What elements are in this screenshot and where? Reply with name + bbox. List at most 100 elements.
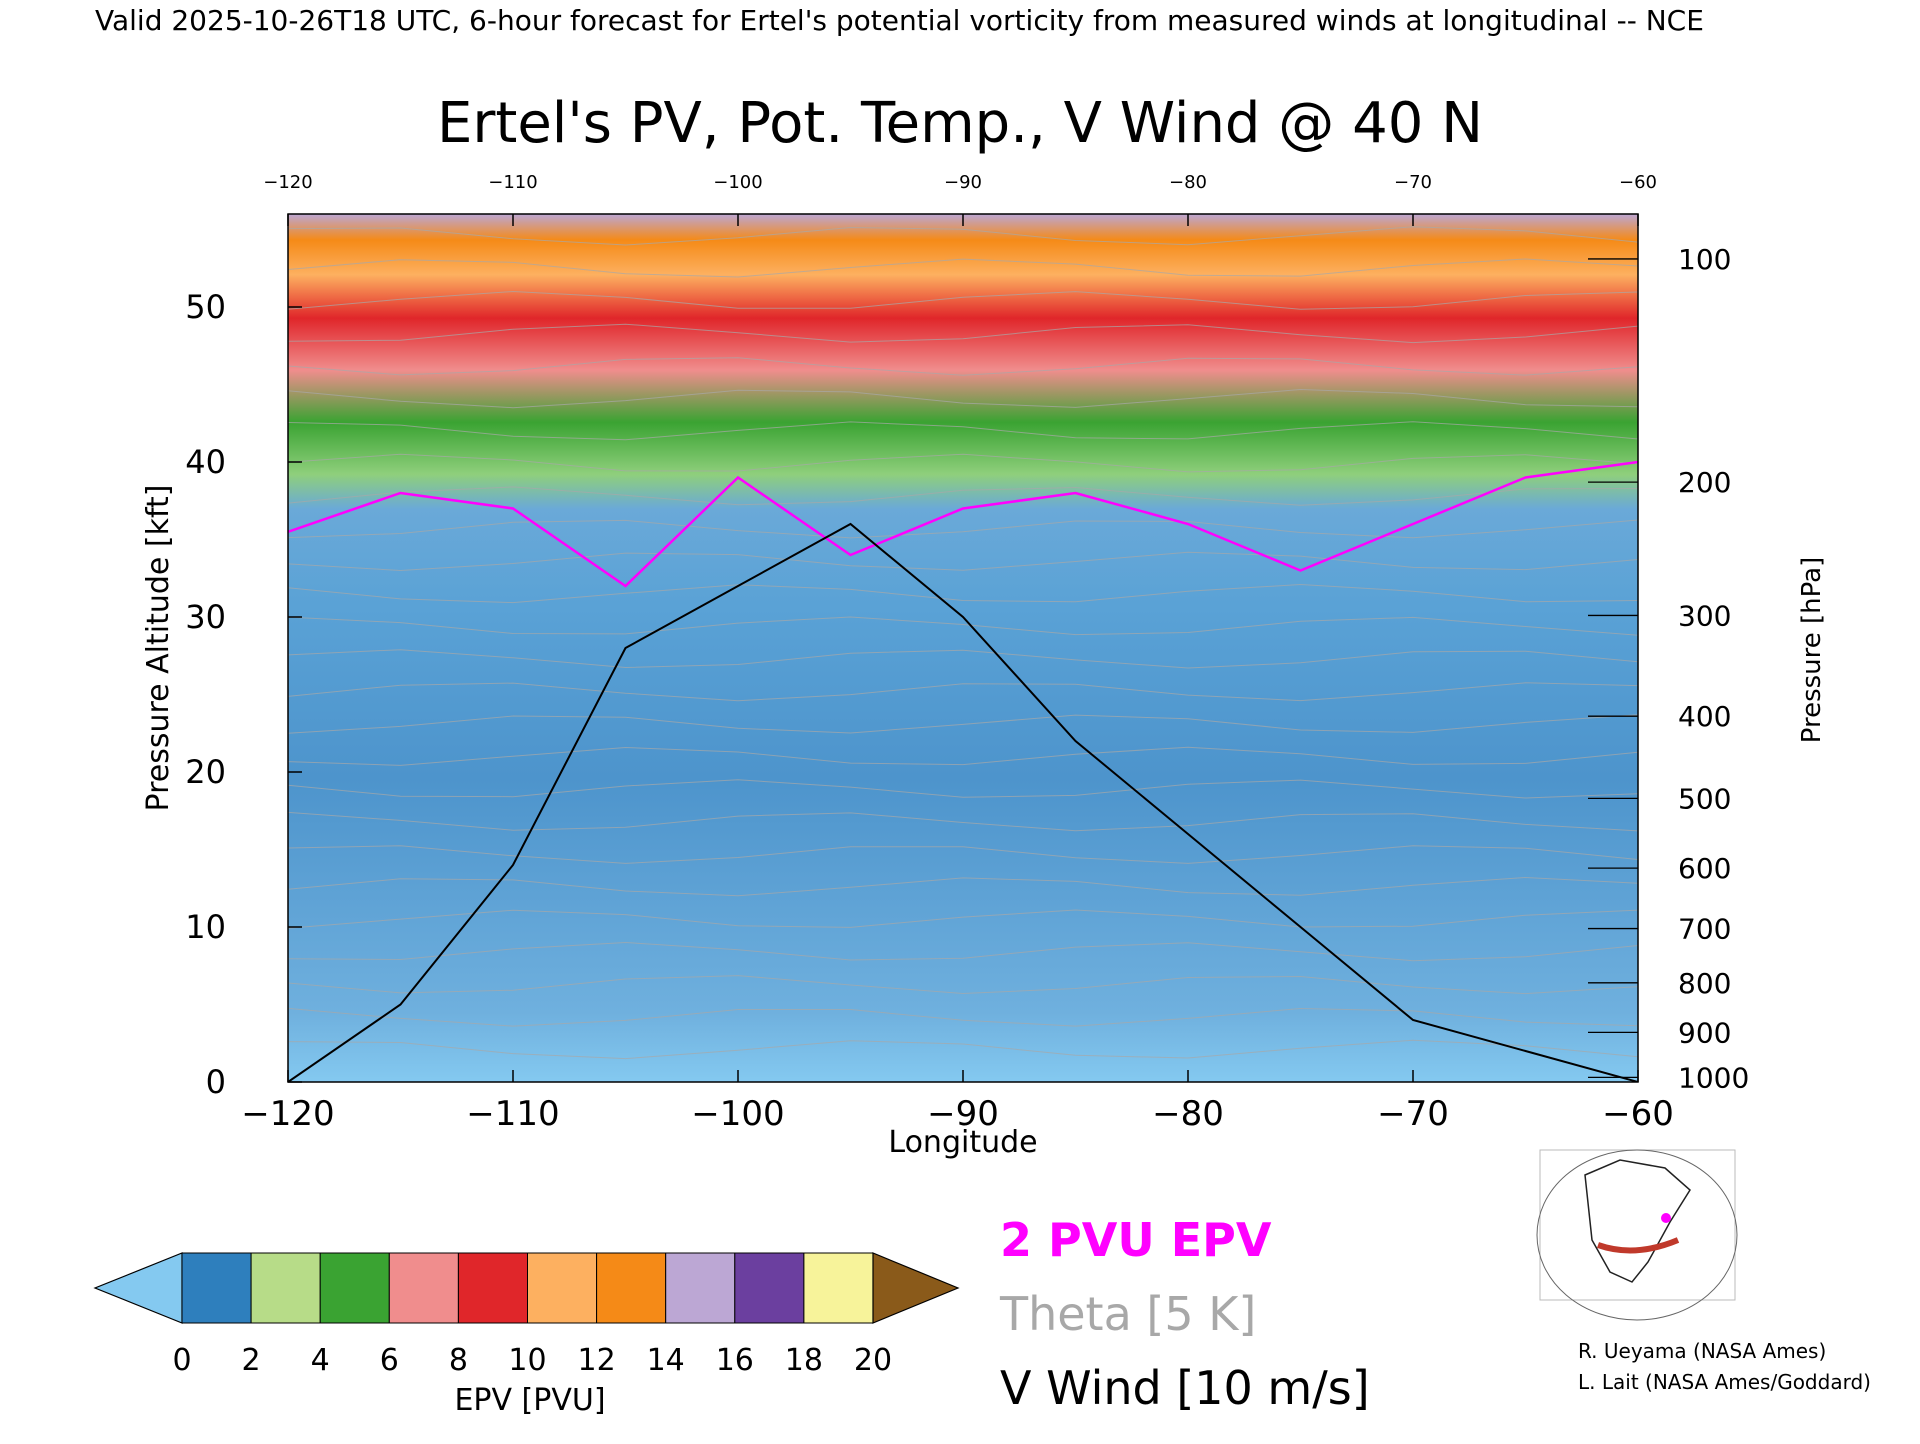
pressure-tick-label: 500 <box>1678 782 1731 815</box>
plot-area <box>288 214 1638 1082</box>
colorbar-segment <box>803 1252 874 1324</box>
y-tick-label: 40 <box>185 443 226 481</box>
colorbar-segment <box>734 1252 805 1324</box>
y-tick-label: 20 <box>185 753 226 791</box>
colorbar-tick-label: 4 <box>311 1343 330 1378</box>
x-tick-label-top: −80 <box>1169 172 1207 193</box>
theta-contour-line <box>288 746 1638 766</box>
pressure-tick-label: 800 <box>1678 967 1731 1000</box>
pressure-tick-label: 900 <box>1678 1016 1731 1049</box>
colorbar-tick-label: 6 <box>380 1343 399 1378</box>
theta-contour-line <box>288 682 1638 702</box>
y-tick-label: 50 <box>185 288 226 326</box>
y-axis-right: 100 200 300 400 500 600 700 800 900 1000 <box>1588 243 1749 1094</box>
pressure-tick-label: 1000 <box>1678 1061 1749 1094</box>
x-tick-label-top: −60 <box>1619 172 1657 193</box>
theta-contour-line <box>288 226 1638 246</box>
y-tick-label: 30 <box>185 598 226 636</box>
theta-contour-line <box>288 388 1638 409</box>
theta-contour-line <box>288 357 1638 376</box>
colorbar-tick-label: 10 <box>508 1343 546 1378</box>
colorbar-segment <box>457 1252 528 1324</box>
x-axis-label: Longitude <box>888 1125 1037 1160</box>
x-tick-label: −60 <box>1602 1094 1674 1134</box>
colorbar-segment <box>181 1252 252 1324</box>
chart-title: Ertel's PV, Pot. Temp., V Wind @ 40 N <box>437 91 1483 156</box>
theta-contour-line <box>288 421 1638 441</box>
inset-map-continent <box>1584 1159 1691 1283</box>
theta-contour-line <box>288 551 1638 572</box>
y-axis-label-right: Pressure [hPa] <box>1797 557 1827 744</box>
x-tick-label-top: −120 <box>263 172 312 193</box>
colorbar-segment <box>250 1252 321 1324</box>
colorbar-under-arrow <box>93 1252 183 1324</box>
x-tick-label-top: −90 <box>944 172 982 193</box>
pressure-tick-label: 300 <box>1678 599 1731 632</box>
theta-contour-line <box>288 290 1638 310</box>
y-tick-label: 0 <box>206 1063 226 1101</box>
legend-pv: 2 PVU EPV <box>1000 1213 1272 1267</box>
header-text: Valid 2025-10-26T18 UTC, 6-hour forecast… <box>95 4 1704 37</box>
legend-wind: V Wind [10 m/s] <box>1000 1361 1370 1415</box>
x-tick-label: −120 <box>241 1094 334 1134</box>
colorbar-tick-label: 16 <box>716 1343 754 1378</box>
pressure-tick-label: 200 <box>1678 466 1731 499</box>
x-axis-top: −120 −110 −100 −90 −80 −70 −60 <box>263 172 1657 226</box>
theta-contour-line <box>288 811 1638 832</box>
credit-line-2: L. Lait (NASA Ames/Goddard) <box>1578 1370 1871 1394</box>
colorbar-segment <box>665 1252 736 1324</box>
x-tick-label: −80 <box>1152 1094 1224 1134</box>
theta-contour-line <box>288 909 1638 929</box>
theta-contour-line <box>288 649 1638 669</box>
theta-contour-line <box>288 258 1638 278</box>
credit-line-1: R. Ueyama (NASA Ames) <box>1578 1339 1826 1363</box>
x-tick-label-top: −110 <box>488 172 537 193</box>
theta-contour-line <box>288 779 1638 799</box>
y-axis-label-left: Pressure Altitude [kft] <box>141 485 176 812</box>
pressure-tick-label: 700 <box>1678 913 1731 946</box>
y-tick-label: 10 <box>185 908 226 946</box>
colorbar-segment <box>388 1252 459 1324</box>
colorbar-segment <box>319 1252 390 1324</box>
x-tick-label-top: −100 <box>713 172 762 193</box>
theta-contour-line <box>288 453 1638 473</box>
theta-contour-line <box>288 519 1638 539</box>
colorbar: 0 2 4 6 8 10 12 14 16 18 20 <box>93 1252 960 1378</box>
inset-map-marker <box>1661 1213 1671 1223</box>
pv-2pvu-contour <box>288 460 1638 588</box>
inset-map <box>1536 1149 1738 1321</box>
x-tick-label: −70 <box>1377 1094 1449 1134</box>
x-tick-label: −110 <box>466 1094 559 1134</box>
wind-zero-contour <box>288 522 1638 1082</box>
x-tick-label-top: −70 <box>1394 172 1432 193</box>
colorbar-over-arrow <box>872 1252 960 1324</box>
colorbar-segment <box>596 1252 667 1324</box>
colorbar-tick-label: 0 <box>172 1343 191 1378</box>
colorbar-tick-label: 20 <box>854 1343 892 1378</box>
theta-contours <box>288 226 1638 1060</box>
theta-contour-line <box>288 714 1638 734</box>
colorbar-tick-label: 18 <box>785 1343 823 1378</box>
theta-contour-line <box>288 845 1638 864</box>
theta-contour-line <box>288 1039 1638 1060</box>
inset-map-track <box>1597 1237 1680 1254</box>
colorbar-tick-label: 14 <box>647 1343 685 1378</box>
x-axis-bottom: −120 −110 −100 −90 −80 −70 −60 <box>241 1070 1674 1134</box>
pressure-tick-label: 600 <box>1678 852 1731 885</box>
inset-map-globe <box>1536 1149 1738 1321</box>
colorbar-tick-label: 2 <box>242 1343 261 1378</box>
theta-contour-line <box>288 323 1638 344</box>
theta-contour-line <box>288 975 1638 995</box>
legend-theta: Theta [5 K] <box>999 1287 1256 1341</box>
x-tick-label: −100 <box>691 1094 784 1134</box>
x-tick-label: −90 <box>927 1094 999 1134</box>
colorbar-segment <box>527 1252 598 1324</box>
y-axis-left: 0 10 20 30 40 50 <box>185 288 302 1101</box>
colorbar-tick-label: 12 <box>578 1343 616 1378</box>
colorbar-label: EPV [PVU] <box>454 1383 605 1418</box>
pv-field <box>288 214 1638 1082</box>
theta-contour-line <box>288 486 1638 506</box>
theta-contour-line <box>288 616 1638 636</box>
theta-contour-line <box>288 583 1638 604</box>
